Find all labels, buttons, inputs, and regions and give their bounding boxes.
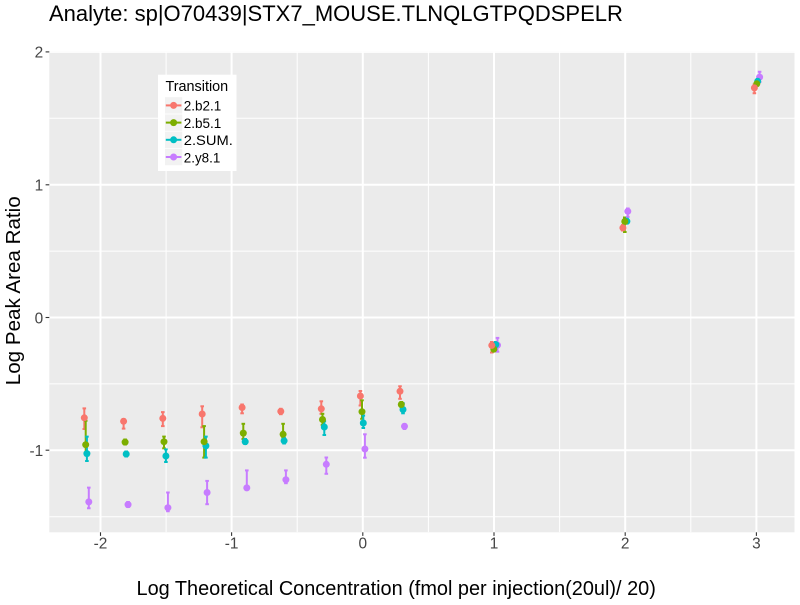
svg-text:2.b5.1: 2.b5.1 <box>184 116 222 131</box>
svg-text:2: 2 <box>621 536 630 553</box>
svg-text:Transition: Transition <box>166 79 229 95</box>
svg-text:2.SUM.: 2.SUM. <box>184 133 233 148</box>
svg-text:1: 1 <box>490 536 499 553</box>
svg-text:-1: -1 <box>225 536 239 553</box>
svg-text:Log Peak Area Ratio: Log Peak Area Ratio <box>2 196 25 385</box>
svg-text:0: 0 <box>35 310 44 327</box>
svg-text:2.y8.1: 2.y8.1 <box>184 150 221 165</box>
svg-text:2.b2.1: 2.b2.1 <box>184 99 222 114</box>
svg-text:2: 2 <box>35 45 44 62</box>
svg-text:0: 0 <box>359 536 368 553</box>
svg-text:3: 3 <box>752 536 761 553</box>
svg-text:Log Theoretical Concentration: Log Theoretical Concentration (fmol per … <box>137 578 656 600</box>
svg-text:-1: -1 <box>30 443 44 460</box>
svg-text:1: 1 <box>35 178 44 195</box>
svg-text:Analyte: sp|O70439|STX7_MOUSE.: Analyte: sp|O70439|STX7_MOUSE.TLNQLGTPQD… <box>49 1 623 26</box>
svg-text:-2: -2 <box>94 536 108 553</box>
